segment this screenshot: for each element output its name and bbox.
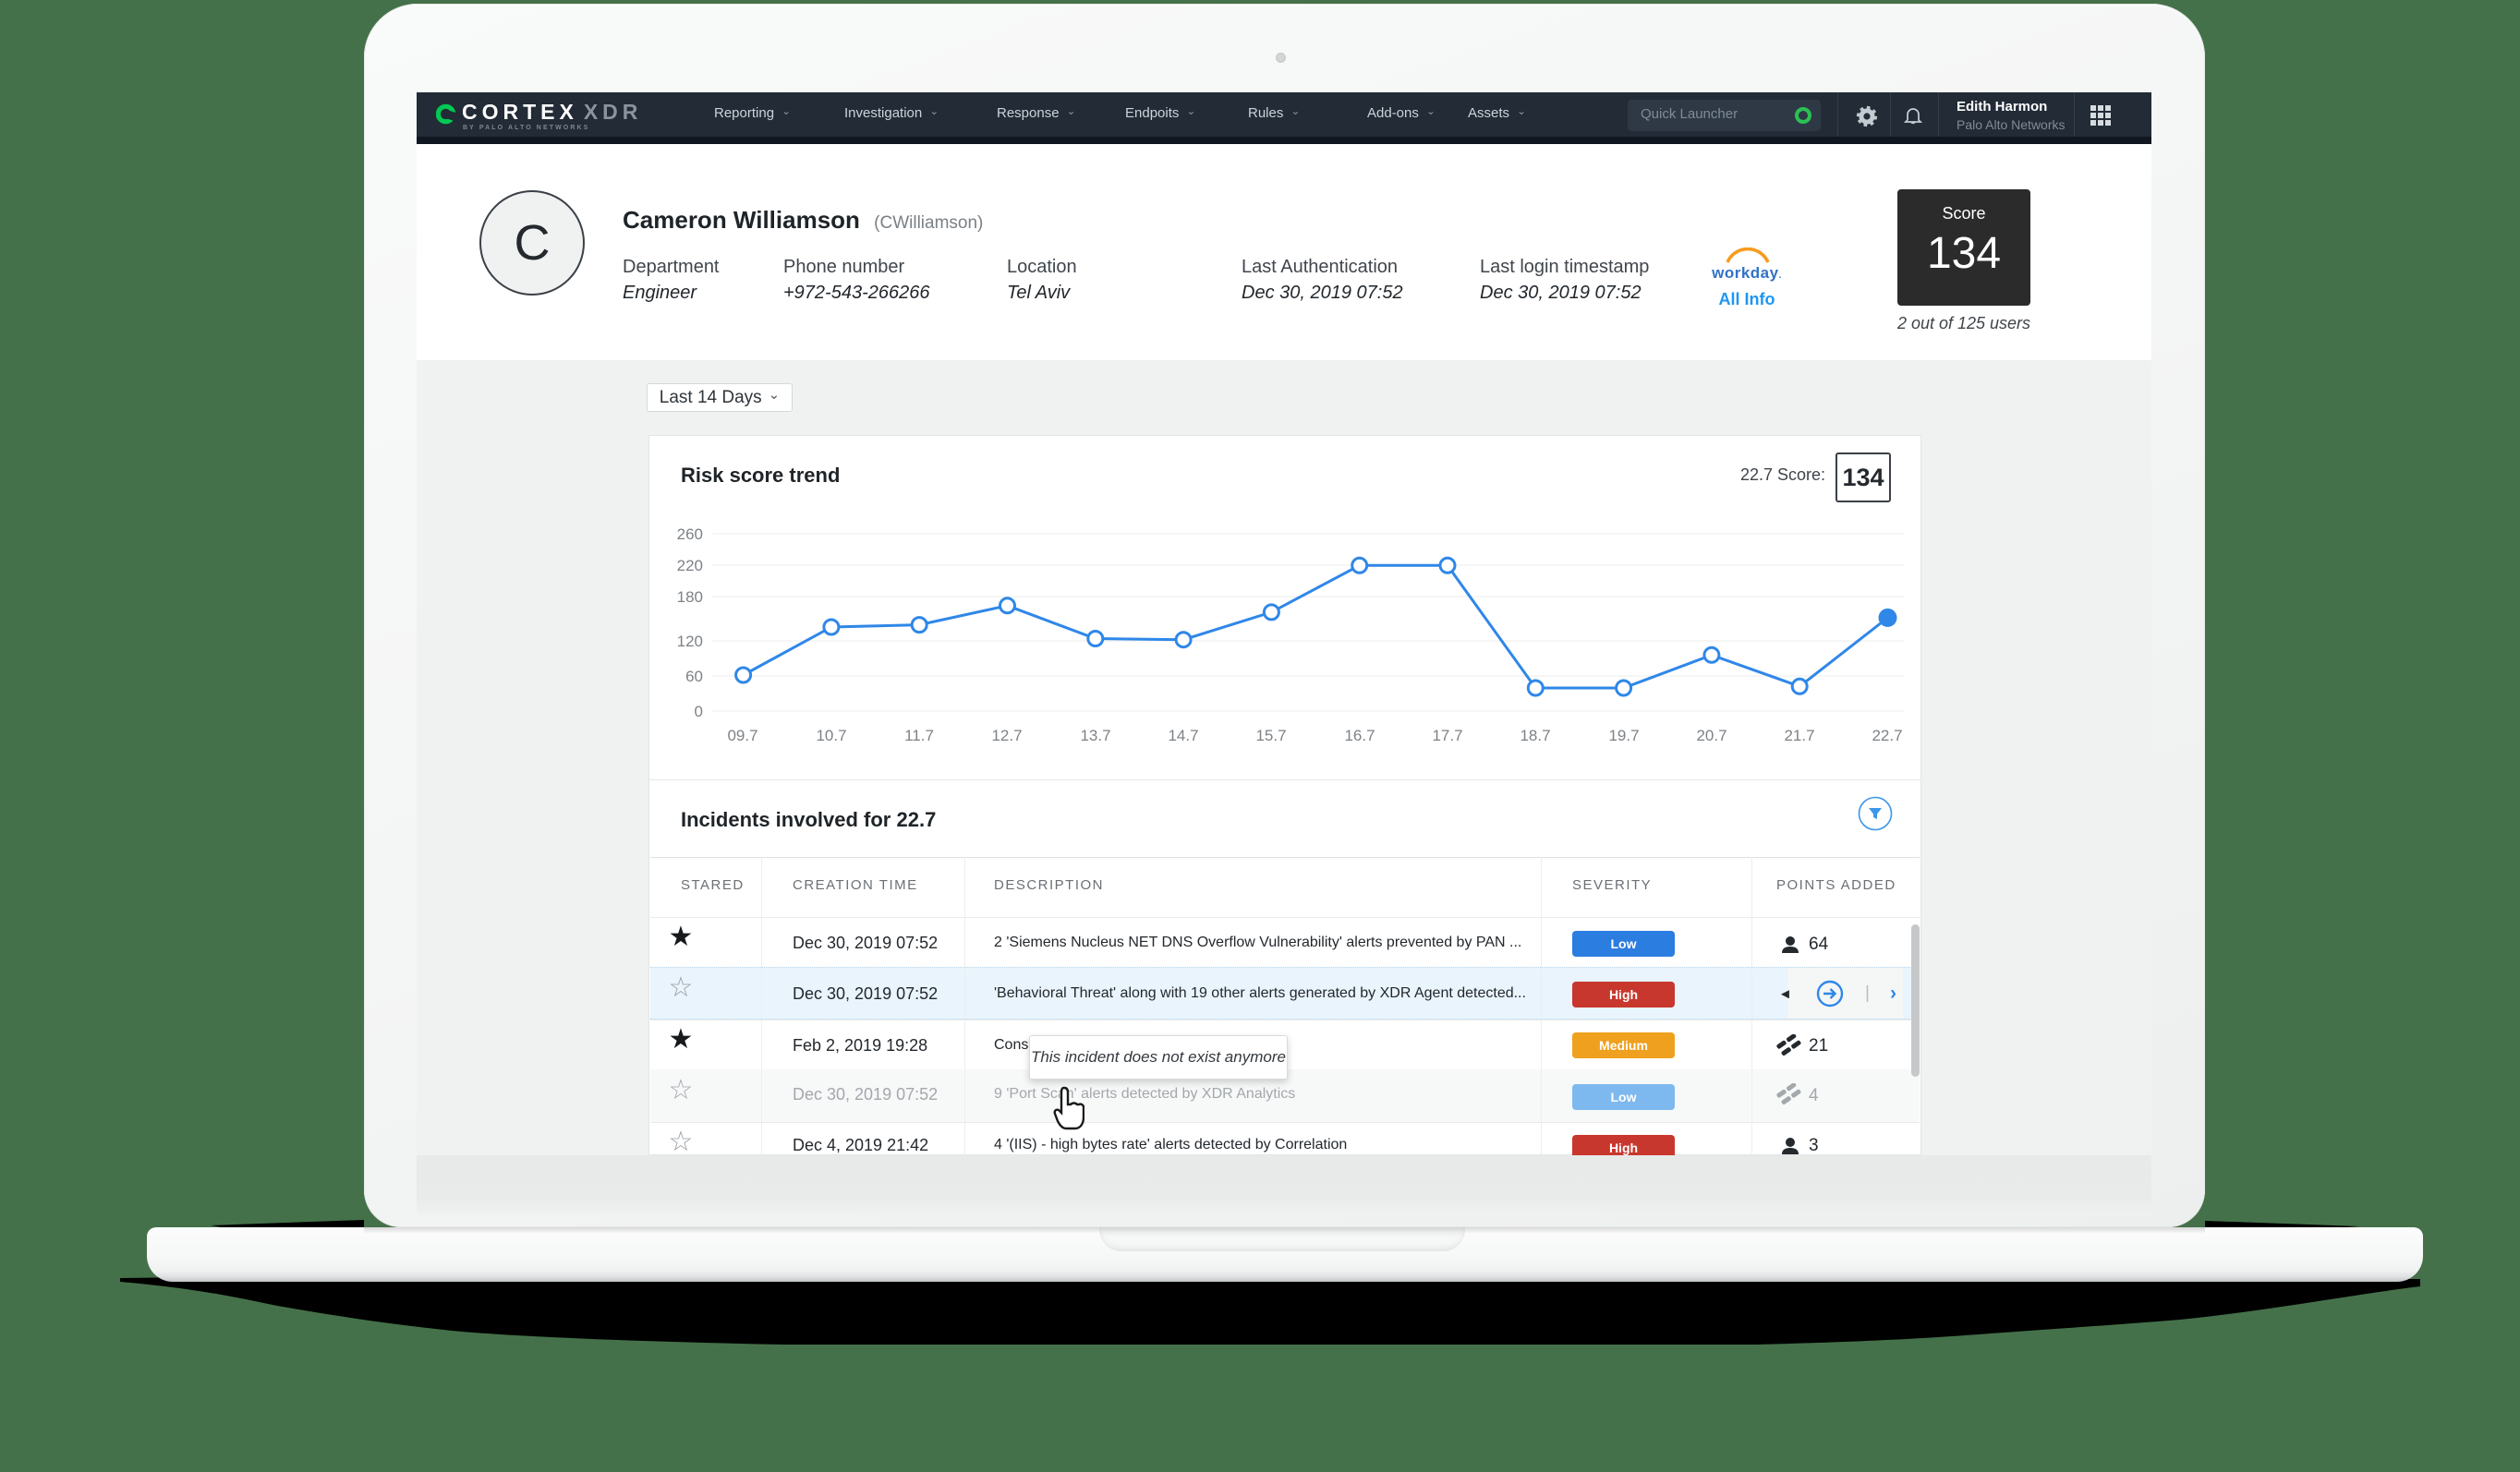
svg-text:15.7: 15.7	[1255, 727, 1286, 744]
svg-text:19.7: 19.7	[1608, 727, 1639, 744]
svg-text:0: 0	[695, 703, 703, 720]
svg-text:12.7: 12.7	[991, 727, 1022, 744]
svg-text:21.7: 21.7	[1784, 727, 1814, 744]
svg-text:17.7: 17.7	[1432, 727, 1462, 744]
svg-text:180: 180	[677, 588, 703, 606]
svg-text:18.7: 18.7	[1520, 727, 1550, 744]
svg-text:09.7: 09.7	[727, 727, 757, 744]
svg-text:13.7: 13.7	[1080, 727, 1110, 744]
svg-text:11.7: 11.7	[904, 727, 934, 744]
svg-text:16.7: 16.7	[1344, 727, 1375, 744]
svg-text:260: 260	[677, 525, 703, 543]
svg-text:14.7: 14.7	[1168, 727, 1198, 744]
svg-text:60: 60	[685, 668, 703, 685]
svg-text:120: 120	[677, 633, 703, 650]
svg-text:20.7: 20.7	[1696, 727, 1726, 744]
svg-text:10.7: 10.7	[816, 727, 846, 744]
svg-text:220: 220	[677, 557, 703, 574]
svg-text:22.7: 22.7	[1872, 727, 1902, 744]
